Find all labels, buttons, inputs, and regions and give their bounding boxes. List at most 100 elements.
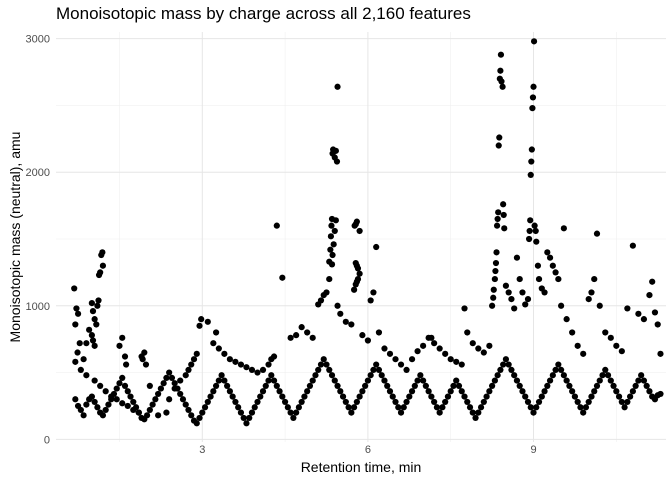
- data-point: [649, 278, 656, 285]
- data-point: [522, 393, 529, 400]
- data-point: [527, 404, 534, 411]
- data-point: [531, 222, 538, 229]
- data-point: [83, 401, 90, 408]
- data-point: [160, 380, 167, 387]
- data-point: [304, 388, 311, 395]
- data-point: [544, 249, 551, 256]
- data-point: [516, 382, 523, 390]
- data-point: [417, 372, 424, 379]
- data-point: [130, 398, 137, 406]
- data-point: [638, 372, 645, 379]
- data-point: [436, 345, 443, 352]
- data-point: [511, 372, 518, 379]
- data-point: [657, 350, 664, 357]
- data-point: [149, 401, 156, 408]
- data-point: [499, 83, 506, 90]
- data-point: [392, 356, 399, 363]
- data-point: [93, 321, 100, 328]
- data-point: [326, 366, 333, 373]
- data-point: [331, 377, 338, 384]
- data-point: [71, 285, 78, 292]
- data-point: [492, 259, 500, 267]
- data-point: [301, 393, 308, 400]
- data-point: [328, 261, 336, 268]
- data-point: [328, 372, 336, 379]
- data-point: [212, 329, 220, 336]
- data-point: [373, 243, 380, 251]
- data-point: [508, 366, 515, 373]
- data-point: [320, 356, 327, 363]
- data-point: [309, 377, 316, 384]
- data-point: [657, 390, 664, 398]
- data-point: [491, 275, 498, 283]
- data-point: [121, 353, 129, 360]
- data-point: [251, 404, 258, 411]
- data-point: [496, 134, 503, 141]
- data-point: [348, 409, 355, 416]
- data-point: [533, 238, 540, 245]
- data-point: [232, 398, 239, 406]
- data-point: [450, 382, 457, 390]
- data-point: [447, 388, 454, 395]
- data-point: [549, 372, 556, 379]
- data-point: [458, 388, 465, 395]
- data-point: [411, 382, 418, 390]
- data-point: [210, 388, 217, 395]
- data-point: [359, 332, 366, 339]
- data-point: [436, 409, 443, 416]
- data-point: [602, 366, 609, 373]
- data-point: [489, 382, 496, 390]
- data-point: [593, 230, 601, 237]
- data-point: [582, 404, 590, 411]
- data-point: [80, 356, 87, 363]
- data-point: [431, 398, 438, 406]
- data-point: [179, 396, 187, 403]
- data-point: [273, 382, 280, 390]
- y-tick-label: 3000: [26, 34, 50, 46]
- data-point: [493, 249, 500, 256]
- data-point: [395, 404, 402, 411]
- data-point: [86, 326, 93, 333]
- data-point: [627, 393, 634, 400]
- data-point: [558, 302, 565, 309]
- data-point: [226, 388, 233, 395]
- data-point: [491, 377, 498, 384]
- data-point: [196, 414, 203, 422]
- data-point: [420, 342, 427, 349]
- data-point: [428, 334, 435, 341]
- data-point: [185, 366, 192, 373]
- data-point: [558, 366, 565, 373]
- data-point: [95, 297, 102, 304]
- data-point: [370, 366, 377, 373]
- data-point: [345, 404, 352, 411]
- data-point: [489, 302, 496, 309]
- data-point: [629, 388, 636, 395]
- data-point: [386, 388, 394, 395]
- data-point: [330, 241, 337, 248]
- data-point: [337, 310, 344, 317]
- data-point: [646, 291, 653, 299]
- data-point: [298, 324, 305, 331]
- data-point: [326, 275, 333, 283]
- data-point: [142, 361, 150, 368]
- data-point: [566, 382, 573, 390]
- data-point: [439, 404, 446, 411]
- data-point: [502, 356, 510, 363]
- data-point: [541, 388, 548, 395]
- data-point: [323, 289, 330, 296]
- data-point: [613, 342, 620, 349]
- data-point: [139, 356, 146, 363]
- data-point: [327, 246, 334, 253]
- data-point: [624, 398, 631, 406]
- data-point: [182, 372, 189, 379]
- data-point: [157, 385, 164, 392]
- data-point: [475, 409, 482, 416]
- x-tick-label: 3: [199, 444, 205, 456]
- data-point: [327, 233, 335, 240]
- data-point: [99, 249, 106, 256]
- data-point: [94, 302, 101, 309]
- data-point: [367, 372, 374, 379]
- data-point: [317, 361, 325, 368]
- data-point: [453, 358, 460, 365]
